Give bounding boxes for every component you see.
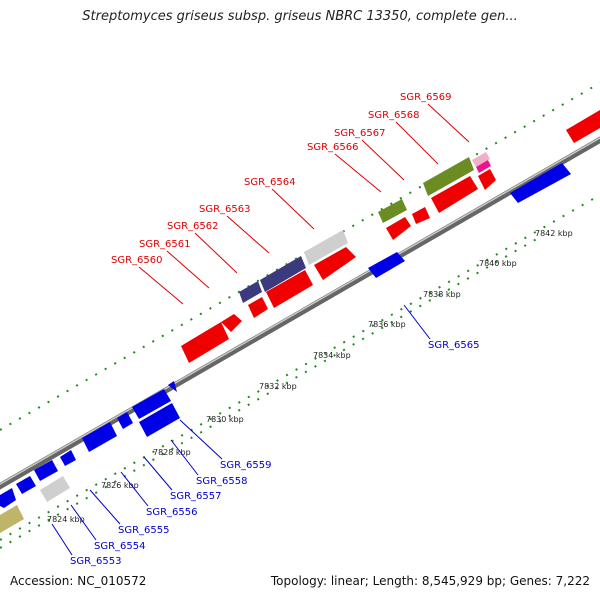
leader-line xyxy=(70,504,97,541)
leader-line xyxy=(334,153,382,193)
gene-box[interactable] xyxy=(0,505,24,533)
gene-arrow[interactable] xyxy=(510,163,571,203)
gene-arrow[interactable] xyxy=(368,252,405,278)
leader-line xyxy=(361,139,405,181)
gene-box[interactable] xyxy=(423,157,474,196)
tick-label: 7840 kbp xyxy=(479,259,517,268)
gene-arrow[interactable] xyxy=(478,169,496,190)
bottom-gene-labels: SGR_6553 SGR_6554 SGR_6555 SGR_6556 SGR_6557… xyxy=(51,304,480,567)
tick-label: 7824 kbp xyxy=(47,515,85,524)
leader-line xyxy=(403,304,431,340)
gene-arrow[interactable] xyxy=(117,412,133,429)
tick-label: 7838 kbp xyxy=(423,290,461,299)
tick-label: 7828 kbp xyxy=(153,448,191,457)
scale-ticks: 7824 kbp 7826 kbp 7828 kbp 7830 kbp 7832 kbp… xyxy=(47,229,573,524)
gene-label[interactable]: SGR_6567 xyxy=(334,128,386,139)
gene-arrow[interactable] xyxy=(248,297,268,318)
gene-label[interactable]: SGR_6569 xyxy=(400,92,452,103)
forward-features xyxy=(181,110,600,363)
leader-line xyxy=(179,419,223,460)
gene-arrow[interactable] xyxy=(34,460,58,481)
gene-label[interactable]: SGR_6560 xyxy=(111,255,163,266)
leader-line xyxy=(395,121,439,165)
reverse-features xyxy=(0,163,571,533)
leader-line xyxy=(51,523,73,556)
gene-arrow[interactable] xyxy=(412,207,430,224)
gene-label[interactable]: SGR_6558 xyxy=(196,476,248,487)
leader-line xyxy=(170,439,199,476)
gene-box[interactable] xyxy=(472,152,490,167)
gene-arrow[interactable] xyxy=(139,403,180,437)
gene-label[interactable]: SGR_6557 xyxy=(170,491,222,502)
gene-label[interactable]: SGR_6564 xyxy=(244,177,296,188)
gene-label[interactable]: SGR_6568 xyxy=(368,110,420,121)
gene-arrow[interactable] xyxy=(82,422,117,452)
upper-dotted-guide xyxy=(0,82,600,431)
gene-arrow[interactable] xyxy=(221,314,242,332)
middle-dotted-guide xyxy=(0,194,600,541)
top-gene-labels: SGR_6560 SGR_6561 SGR_6562 SGR_6563 SGR_6564… xyxy=(111,92,470,305)
leader-line xyxy=(194,232,238,274)
tick-label: 7834 kbp xyxy=(313,351,351,360)
topology-text: Topology: linear; Length: 8,545,929 bp; … xyxy=(270,574,590,588)
tick-label: 7826 kbp xyxy=(101,481,139,490)
gene-label[interactable]: SGR_6556 xyxy=(146,507,198,518)
leader-line xyxy=(271,188,315,230)
tick-label: 7836 kbp xyxy=(368,320,406,329)
tick-label: 7832 kbp xyxy=(259,382,297,391)
accession-text: Accession: NC_010572 xyxy=(10,574,147,588)
gene-box[interactable] xyxy=(378,199,407,223)
gene-arrow[interactable] xyxy=(60,450,76,466)
gene-box[interactable] xyxy=(260,256,306,292)
gene-arrow[interactable] xyxy=(566,110,600,143)
gene-label[interactable]: SGR_6555 xyxy=(118,525,170,536)
gene-label[interactable]: SGR_6553 xyxy=(70,556,122,567)
gene-label[interactable]: SGR_6565 xyxy=(428,340,480,351)
gene-arrow[interactable] xyxy=(386,217,411,240)
leader-line xyxy=(166,250,210,289)
leader-line xyxy=(89,489,121,525)
gene-arrow[interactable] xyxy=(181,322,229,363)
gene-label[interactable]: SGR_6554 xyxy=(94,541,146,552)
gene-box[interactable] xyxy=(476,160,491,173)
gene-arrow[interactable] xyxy=(168,381,177,392)
gene-label[interactable]: SGR_6561 xyxy=(139,239,191,250)
tick-label: 7830 kbp xyxy=(206,415,244,424)
gene-label[interactable]: SGR_6559 xyxy=(220,460,272,471)
map-title: Streptomyces griseus subsp. griseus NBRC… xyxy=(82,9,518,24)
gene-arrow[interactable] xyxy=(0,488,16,508)
leader-line xyxy=(120,471,149,507)
gene-arrow[interactable] xyxy=(132,389,171,419)
gene-label[interactable]: SGR_6562 xyxy=(167,221,219,232)
gene-box[interactable] xyxy=(40,476,70,502)
gene-arrow[interactable] xyxy=(16,476,36,494)
leader-line xyxy=(138,266,184,305)
gene-box[interactable] xyxy=(304,230,348,265)
gene-arrow[interactable] xyxy=(314,247,356,280)
gene-box[interactable] xyxy=(239,281,262,303)
leader-line xyxy=(226,215,270,254)
leader-line xyxy=(427,103,470,143)
gene-arrow[interactable] xyxy=(266,270,313,308)
gene-arrow[interactable] xyxy=(431,176,478,213)
tick-label: 7842 kbp xyxy=(535,229,573,238)
gene-label[interactable]: SGR_6563 xyxy=(199,204,251,215)
leader-line xyxy=(143,456,173,491)
gene-label[interactable]: SGR_6566 xyxy=(307,142,359,153)
